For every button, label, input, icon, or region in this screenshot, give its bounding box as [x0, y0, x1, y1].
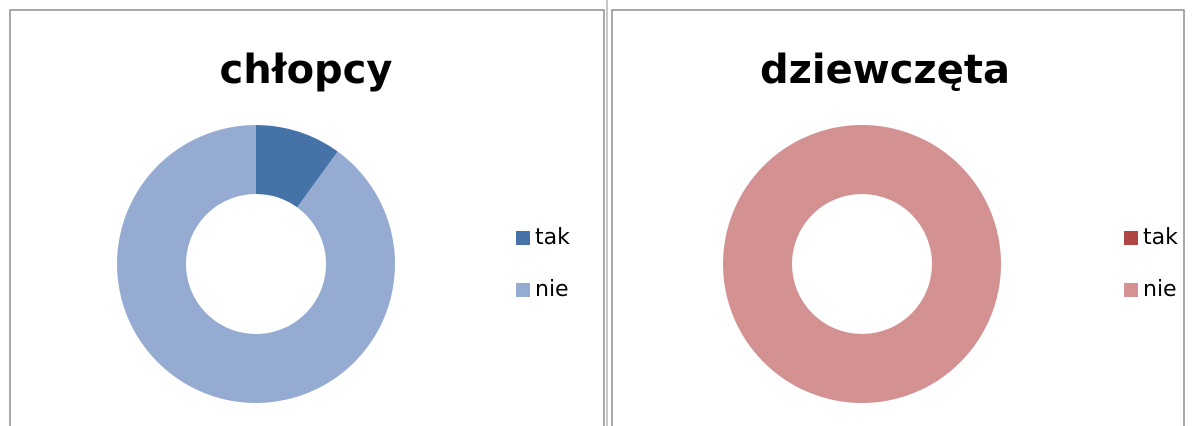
legend-swatch [1124, 231, 1138, 245]
legend-swatch [516, 283, 530, 297]
donut-segment [117, 125, 396, 403]
legend-swatch [1124, 283, 1138, 297]
chart-title: dziewczęta [760, 47, 1010, 93]
legend-label: nie [535, 277, 569, 302]
legend-label: nie [1143, 277, 1177, 302]
chart-title: chłopcy [220, 47, 393, 93]
donut-segment [256, 125, 338, 208]
legend-swatch [516, 231, 530, 245]
donut-segment [723, 125, 1001, 403]
legend-label: tak [1143, 225, 1178, 250]
legend-label: tak [535, 225, 570, 250]
